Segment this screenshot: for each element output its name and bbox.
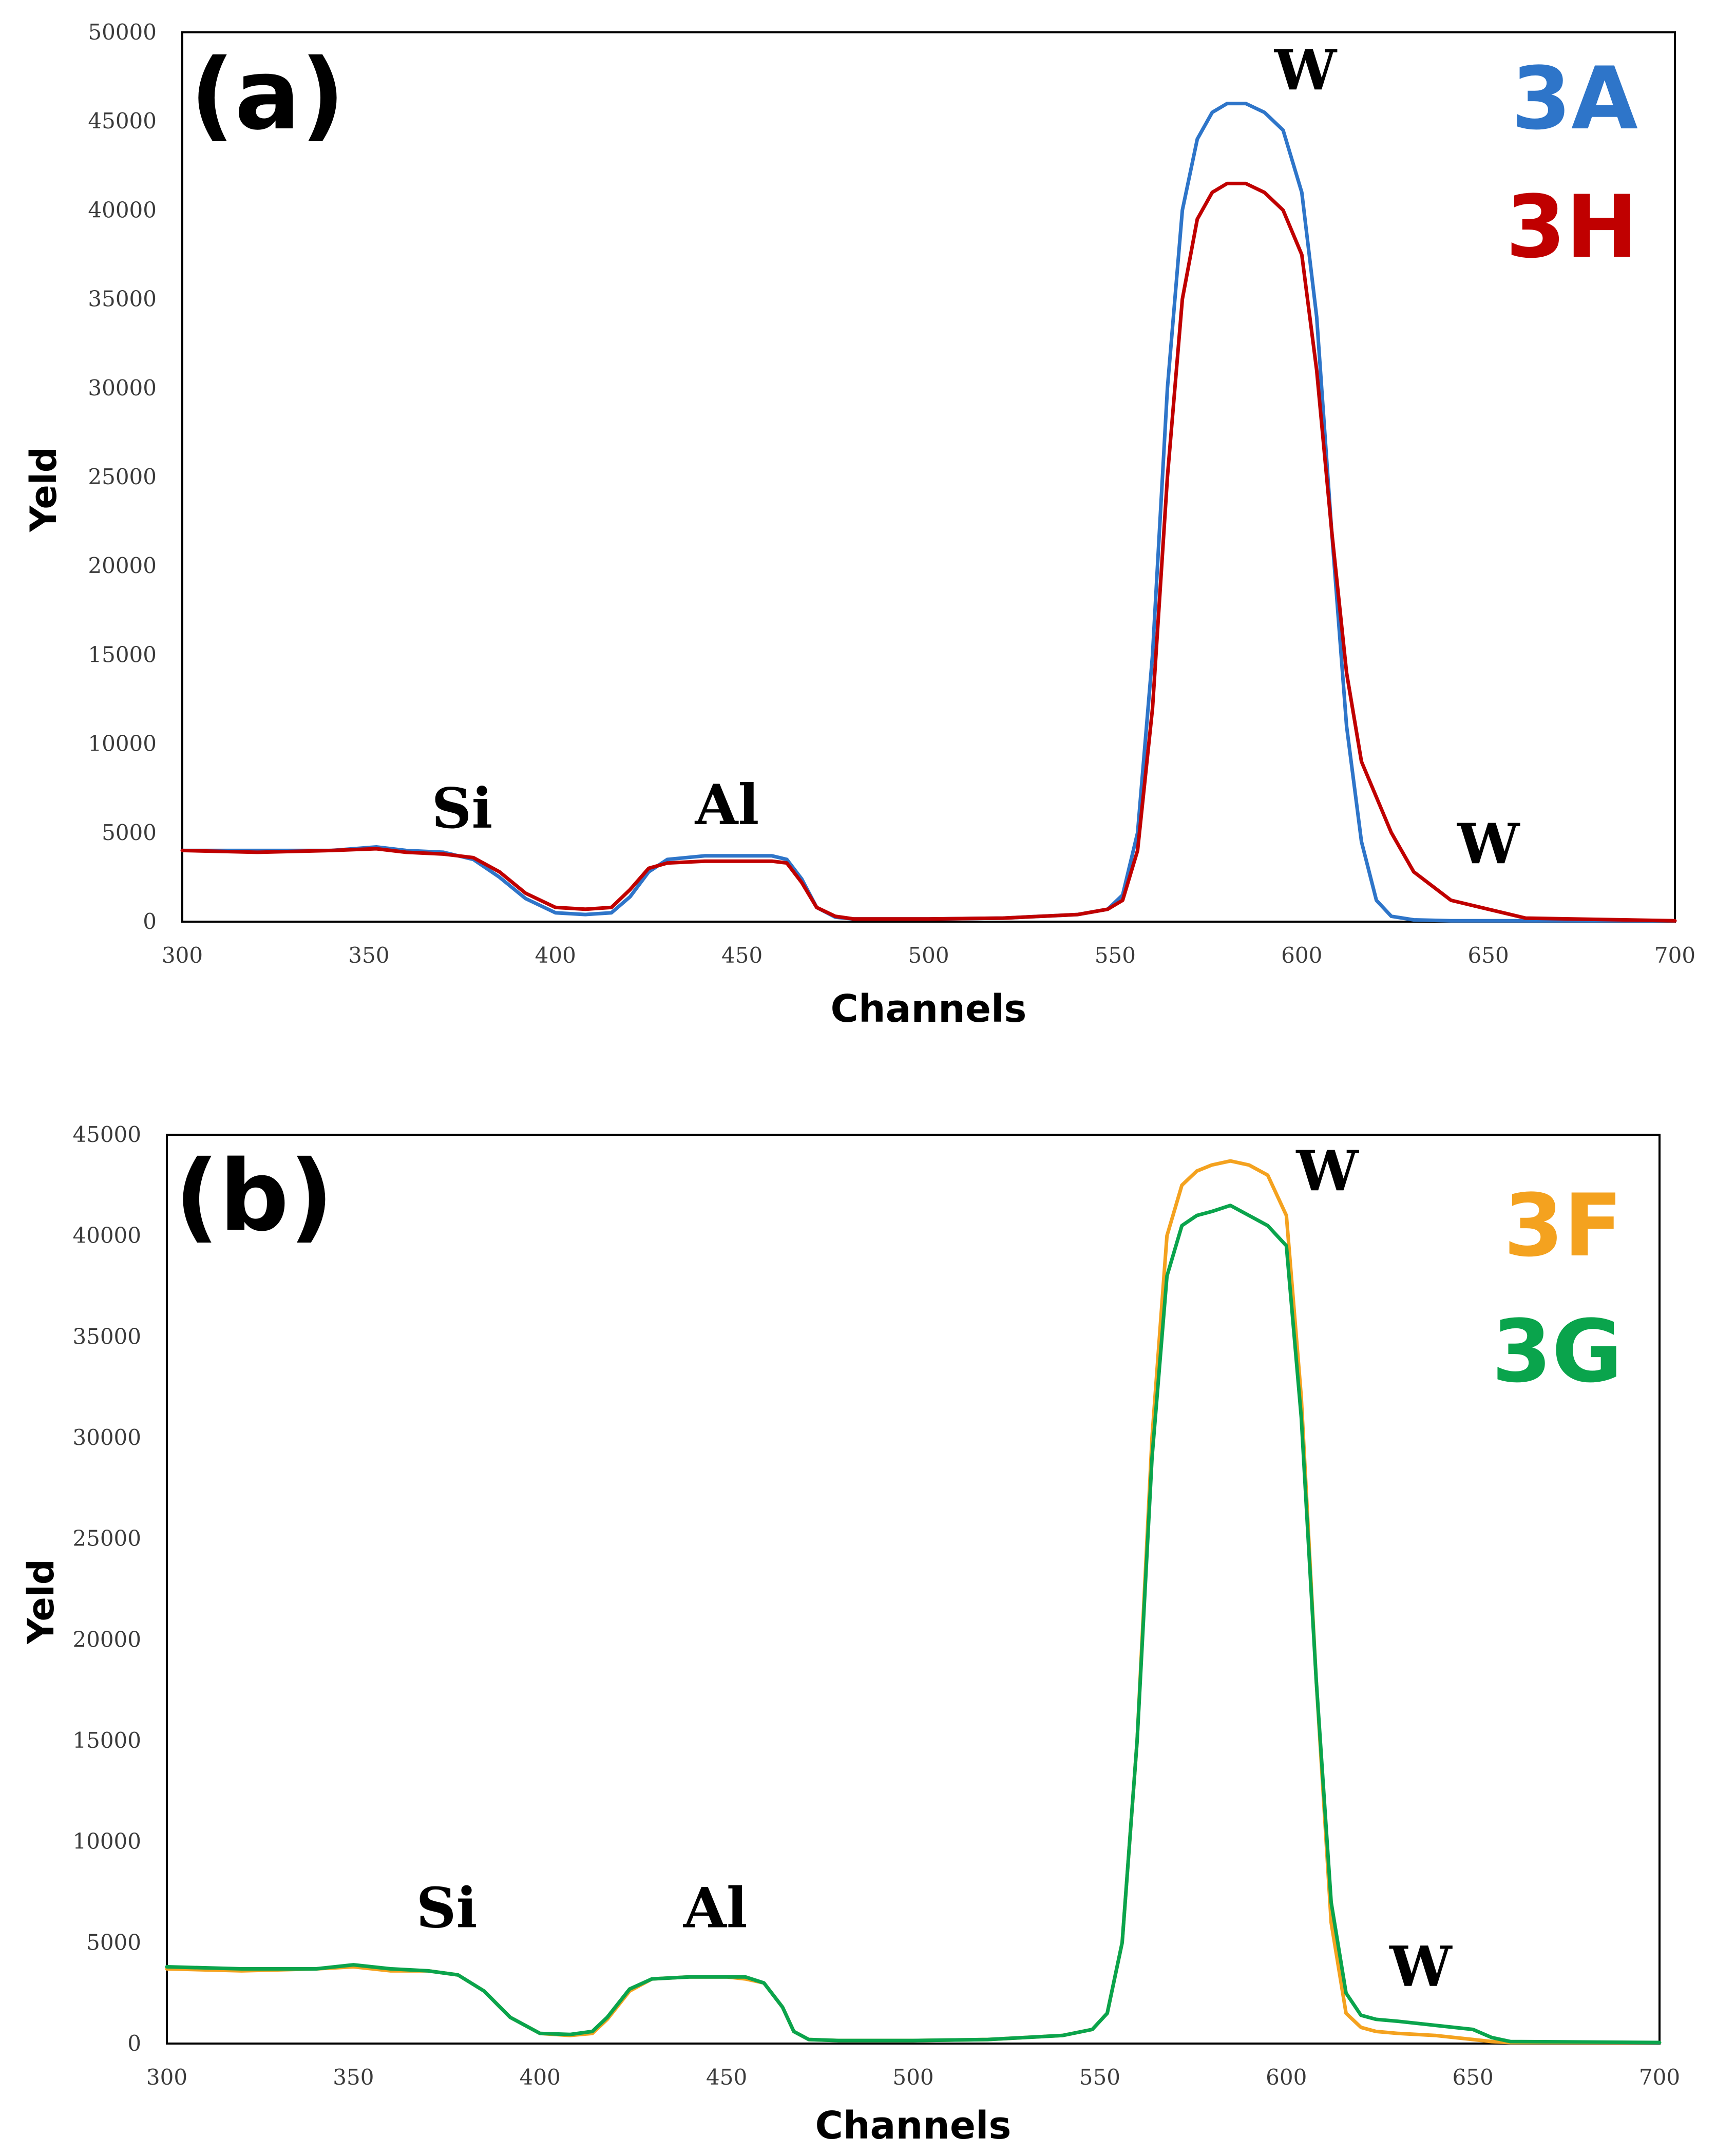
x-axis-title: Channels [831, 987, 1027, 1031]
x-tick-label: 550 [1095, 943, 1136, 968]
peak-label: W [1296, 1139, 1360, 1204]
chart-panel-b: 0 5000 10000 15000 20000 25000 30000 35000 40000… [20, 1122, 1680, 2148]
x-tick-label: 300 [162, 943, 203, 968]
peak-label: W [1457, 812, 1520, 876]
y-tick-label: 40000 [88, 197, 157, 222]
y-tick-label: 25000 [88, 464, 157, 489]
x-tick-label: 450 [721, 943, 762, 968]
legend-label-3F: 3F [1503, 1175, 1623, 1276]
legend-label-3H: 3H [1506, 177, 1638, 277]
y-tick-label: 15000 [88, 642, 157, 667]
y-tick-label: 35000 [88, 287, 157, 312]
x-axis-title: Channels [815, 2104, 1012, 2148]
plot-frame [181, 31, 1676, 923]
panel-label: (b) [175, 1139, 334, 1253]
y-tick-label: 40000 [72, 1223, 141, 1248]
x-tick-label: 400 [520, 2065, 561, 2090]
x-tick-label: 550 [1079, 2065, 1120, 2090]
peak-label: Al [695, 773, 759, 837]
y-tick-label: 20000 [88, 553, 157, 578]
y-tick-label: 10000 [88, 731, 157, 756]
legend-label-3G: 3G [1492, 1301, 1623, 1402]
y-axis-title: Yeld [23, 447, 65, 532]
x-tick-label: 500 [908, 943, 949, 968]
y-tick-label: 10000 [72, 1829, 141, 1854]
y-tick-label: 5000 [102, 820, 157, 845]
x-tick-label: 600 [1281, 943, 1322, 968]
plot-frame [166, 1134, 1661, 2045]
x-tick-label: 650 [1453, 2065, 1494, 2090]
peak-label: W [1274, 38, 1338, 103]
y-axis-title: Yeld [20, 1559, 62, 1645]
y-tick-label: 25000 [72, 1526, 141, 1551]
x-tick-label: 700 [1654, 943, 1695, 968]
y-tick-label: 45000 [72, 1122, 141, 1147]
chart-panel-a: 0 5000 10000 15000 20000 25000 30000 35000 40000… [23, 20, 1695, 1031]
y-tick-label: 5000 [86, 1930, 141, 1955]
series-line-3G [165, 1204, 1662, 2045]
y-tick-label: 0 [127, 2031, 141, 2056]
x-tick-label: 700 [1639, 2065, 1680, 2090]
x-tick-label: 650 [1468, 943, 1509, 968]
peak-label: Al [683, 1876, 748, 1941]
y-tick-label: 20000 [72, 1627, 141, 1652]
peak-label: Si [416, 1876, 478, 1941]
x-tick-label: 600 [1266, 2065, 1307, 2090]
x-tick-label: 350 [333, 2065, 374, 2090]
y-tick-label: 45000 [88, 108, 157, 133]
series-line-3A [180, 102, 1677, 923]
y-tick-label: 30000 [72, 1425, 141, 1450]
series-line-3F [165, 1159, 1662, 2045]
panel-label: (a) [190, 38, 345, 151]
peak-label: W [1389, 1935, 1453, 1999]
y-tick-label: 0 [143, 909, 157, 934]
x-tick-label: 300 [146, 2065, 187, 2090]
y-tick-label: 15000 [72, 1728, 141, 1753]
y-tick-label: 50000 [88, 20, 157, 45]
y-tick-label: 30000 [88, 375, 157, 400]
series-line-3H [180, 181, 1677, 923]
y-tick-label: 35000 [72, 1324, 141, 1349]
x-tick-label: 400 [535, 943, 576, 968]
x-tick-label: 450 [706, 2065, 747, 2090]
peak-label: Si [432, 776, 493, 841]
x-tick-label: 500 [892, 2065, 933, 2090]
x-tick-label: 350 [348, 943, 389, 968]
legend-label-3A: 3A [1511, 48, 1638, 149]
